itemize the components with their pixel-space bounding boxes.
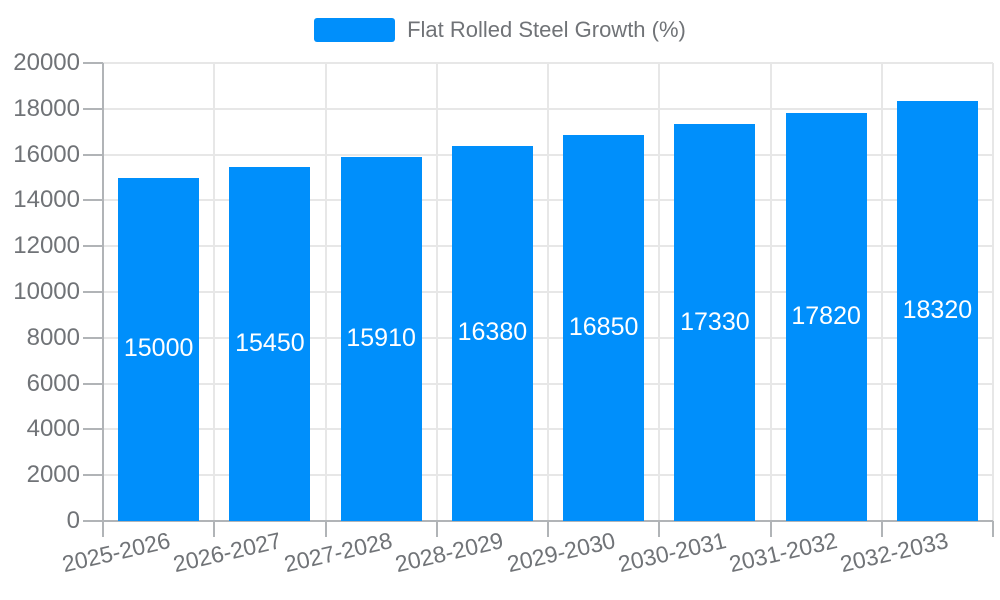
x-axis-tick-label: 2029-2030: [504, 527, 618, 578]
y-axis-tick: [83, 474, 103, 477]
bar[interactable]: [451, 145, 533, 521]
bar[interactable]: [229, 167, 311, 521]
vertical-gridline: [658, 63, 661, 521]
bar[interactable]: [896, 101, 978, 521]
vertical-gridline: [435, 63, 438, 521]
y-axis-tick-label: 4000: [26, 415, 80, 443]
x-axis-tick-label: 2030-2031: [615, 527, 729, 578]
bar[interactable]: [785, 112, 867, 521]
bar[interactable]: [340, 156, 422, 521]
vertical-gridline: [880, 63, 883, 521]
vertical-gridline: [992, 63, 994, 521]
x-axis-tick: [880, 521, 883, 537]
bar-value-label: 15450: [235, 329, 305, 358]
bar-value-label: 16850: [568, 313, 639, 342]
bar-value-label: 15000: [123, 334, 194, 363]
y-axis-tick: [83, 336, 103, 339]
y-axis-tick-label: 8000: [26, 323, 80, 351]
x-axis-tick-label: 2032-2033: [837, 527, 951, 578]
y-axis-tick-label: 10000: [13, 278, 80, 305]
bar-value-label: 16380: [457, 318, 528, 347]
bar-value-label: 17820: [791, 301, 861, 330]
vertical-gridline: [547, 63, 549, 521]
x-axis-tick: [435, 521, 438, 537]
chart-legend: Flat Rolled Steel Growth (%): [0, 17, 1000, 43]
vertical-gridline: [324, 63, 327, 521]
y-axis-tick: [83, 199, 103, 202]
y-axis-tick: [83, 382, 103, 385]
y-axis-tick: [83, 153, 103, 156]
vertical-gridline: [213, 63, 216, 521]
y-axis-tick: [83, 291, 103, 293]
x-axis-tick: [213, 521, 216, 537]
bar-value-label: 15910: [346, 323, 416, 352]
bar-value-label: 18320: [902, 296, 973, 325]
y-axis-tick: [83, 107, 103, 110]
y-axis-tick-label: 2000: [26, 461, 80, 489]
y-axis-tick-label: 16000: [13, 140, 80, 168]
legend-series-label[interactable]: Flat Rolled Steel Growth (%): [407, 17, 686, 42]
bar[interactable]: [563, 135, 645, 521]
x-axis-tick-label: 2027-2028: [281, 527, 395, 578]
y-axis-tick-label: 0: [66, 507, 80, 534]
vertical-gridline: [769, 63, 772, 521]
x-axis-line: [103, 520, 993, 522]
y-axis-line: [102, 63, 104, 537]
x-axis-tick: [547, 521, 549, 537]
y-axis-tick: [83, 428, 103, 431]
y-axis-tick-label: 6000: [26, 369, 80, 397]
y-axis-tick: [83, 520, 103, 522]
x-axis-tick: [658, 521, 661, 537]
bar[interactable]: [674, 124, 756, 521]
y-axis-tick: [83, 245, 103, 248]
x-axis-tick-label: 2026-2027: [170, 527, 284, 578]
x-axis-tick: [769, 521, 772, 537]
y-axis-tick: [83, 62, 103, 64]
x-axis-tick-label: 2028-2029: [392, 527, 506, 578]
x-axis-tick-label: 2025-2026: [59, 527, 173, 578]
x-axis-tick-label: 2031-2032: [726, 527, 840, 578]
x-axis-tick: [324, 521, 327, 537]
y-axis-tick-label: 12000: [13, 232, 80, 260]
x-axis-tick: [992, 521, 994, 537]
y-axis-tick-label: 20000: [13, 49, 80, 76]
bar[interactable]: [118, 177, 200, 521]
y-axis-tick-label: 14000: [13, 186, 80, 214]
y-axis-tick-label: 18000: [13, 94, 80, 122]
bar-value-label: 17330: [680, 307, 750, 336]
legend-swatch-icon: [314, 18, 396, 42]
